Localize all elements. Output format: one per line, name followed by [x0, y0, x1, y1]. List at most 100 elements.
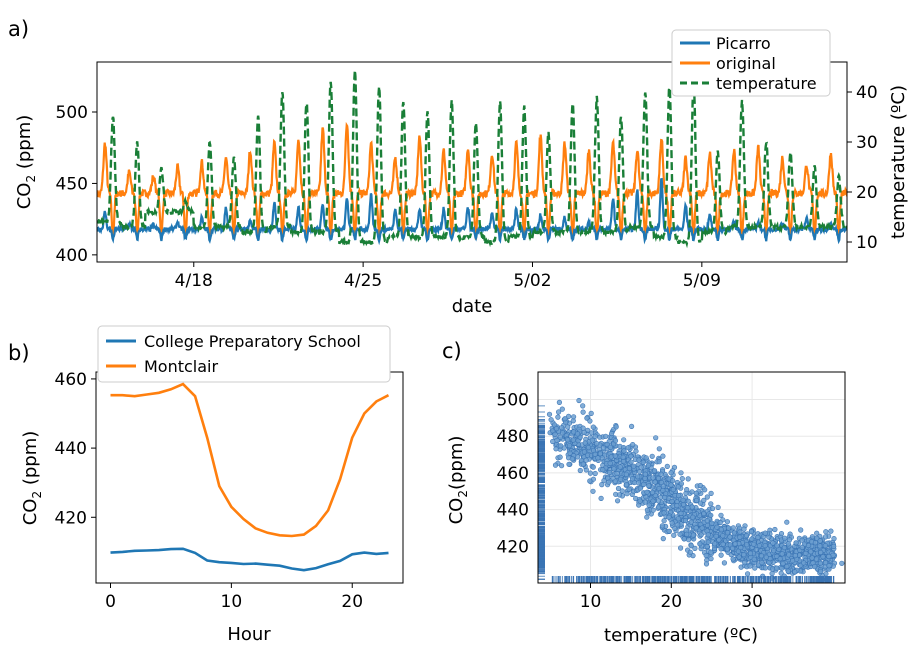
scatter-point: [675, 484, 681, 490]
scatter-point: [636, 457, 642, 463]
scatter-point: [677, 545, 684, 551]
scatter-point: [820, 554, 826, 560]
xtick-label: 30: [741, 592, 763, 612]
scatter-point: [741, 551, 747, 558]
scatter-point: [735, 548, 742, 554]
scatter-point: [581, 429, 587, 436]
scatter-point: [718, 546, 724, 552]
scatter-point: [555, 409, 562, 415]
scatter-point: [656, 459, 662, 465]
scatter-point: [755, 534, 761, 541]
scatter-point: [587, 478, 593, 484]
scatter-point: [693, 497, 700, 504]
scatter-point: [687, 549, 693, 555]
ytick-label: 500: [56, 103, 88, 123]
scatter-point: [784, 563, 790, 570]
scatter-point: [649, 489, 656, 496]
scatter-point: [697, 482, 703, 489]
scatter-point: [636, 469, 643, 475]
panel-a-ylabel: CO2 (ppm): [14, 115, 38, 210]
scatter-point: [778, 570, 784, 576]
scatter-point: [580, 461, 586, 467]
scatter-point: [737, 529, 743, 535]
scatter-point: [664, 463, 670, 470]
scatter-point: [736, 554, 742, 560]
scatter-point: [607, 469, 613, 476]
scatter-point: [590, 464, 596, 470]
scatter-point: [826, 563, 832, 569]
scatter-point: [662, 494, 668, 501]
panel-c-frame: [537, 371, 846, 584]
scatter-point: [753, 546, 759, 553]
scatter-point: [577, 434, 583, 440]
scatter-point: [603, 433, 609, 439]
scatter-point: [724, 530, 731, 536]
scatter-point: [677, 531, 683, 537]
scatter-point: [708, 512, 714, 518]
scatter-point: [709, 520, 715, 526]
scatter-point: [693, 490, 699, 496]
scatter-point: [650, 475, 656, 481]
scatter-point: [584, 452, 591, 458]
scatter-point: [682, 517, 689, 524]
scatter-point: [595, 455, 601, 461]
scatter-point: [685, 505, 691, 511]
scatter-point: [762, 530, 768, 536]
scatter-point: [689, 489, 695, 495]
scatter-point: [624, 491, 630, 497]
scatter-point: [558, 463, 565, 469]
scatter-point: [642, 471, 648, 477]
scatter-point: [660, 535, 666, 542]
scatter-point: [553, 446, 559, 452]
panel-a-frame: [96, 61, 848, 263]
scatter-point: [678, 481, 685, 487]
scatter-point: [679, 476, 685, 482]
scatter-point: [828, 528, 834, 534]
scatter-point: [689, 504, 695, 510]
scatter-point: [675, 516, 681, 522]
panel-c-xlabel: temperature (ºC): [604, 625, 758, 646]
scatter-point: [653, 435, 659, 441]
scatter-point: [778, 530, 785, 537]
scatter-point: [712, 541, 718, 547]
scatter-point: [660, 487, 666, 494]
scatter-point: [720, 533, 726, 539]
scatter-point: [818, 549, 824, 556]
scatter-point: [616, 492, 623, 498]
scatter-point: [786, 552, 792, 558]
scatter-point: [590, 488, 596, 494]
scatter-point: [569, 456, 575, 462]
scatter-point: [577, 467, 583, 474]
scatter-point: [576, 397, 582, 404]
scatter-point: [600, 445, 607, 451]
scatter-point: [715, 504, 721, 511]
scatter-point: [688, 543, 694, 549]
scatter-point: [617, 476, 624, 482]
legend-label-original: original: [716, 54, 776, 73]
scatter-point: [637, 485, 644, 491]
scatter-point: [614, 498, 621, 504]
scatter-point: [655, 498, 662, 504]
scatter-point: [693, 525, 699, 531]
scatter-point: [555, 414, 561, 420]
scatter-point: [817, 538, 823, 544]
ytick-label: 400: [56, 246, 88, 266]
scatter-point: [685, 498, 691, 504]
scatter-point: [805, 542, 812, 549]
scatter-point: [628, 423, 635, 430]
scatter-point: [606, 479, 612, 485]
scatter-point: [803, 550, 809, 557]
scatter-point: [635, 474, 641, 480]
scatter-point: [670, 478, 676, 484]
scatter-point: [688, 519, 694, 525]
scatter-point: [597, 434, 603, 440]
scatter-point: [642, 475, 648, 482]
scatter-point: [644, 514, 650, 520]
scatter-point: [771, 548, 777, 554]
scatter-point: [621, 448, 627, 454]
scatter-point: [714, 524, 720, 530]
scatter-point: [660, 483, 667, 489]
scatter-point: [724, 546, 730, 552]
scatter-point: [782, 535, 788, 541]
scatter-point: [781, 544, 788, 551]
